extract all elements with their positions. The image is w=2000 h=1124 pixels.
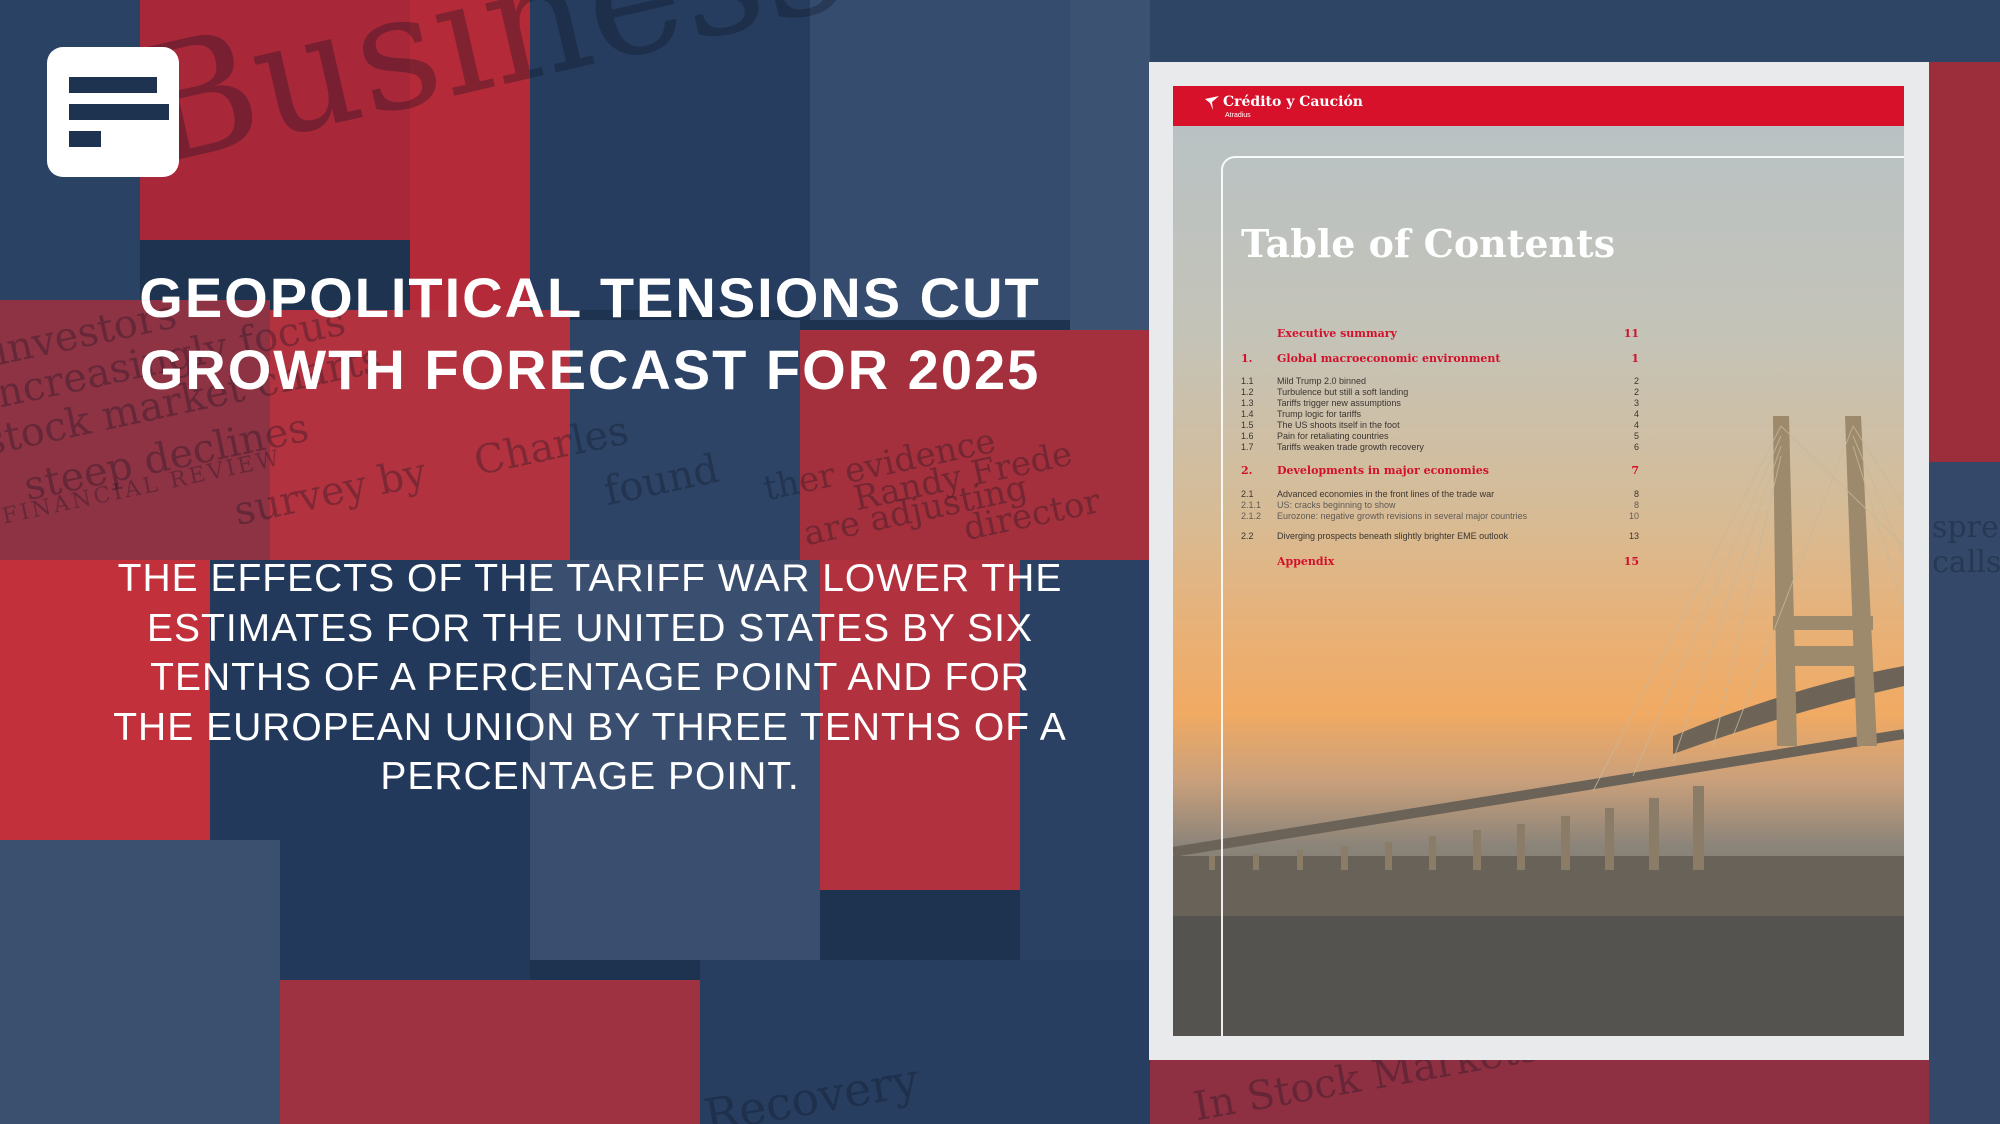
toc-entry[interactable]: 1.6 Pain for retaliating countries 5 xyxy=(1241,431,1639,445)
brand-bird-icon xyxy=(1205,96,1219,110)
bg-tile xyxy=(1929,462,2000,1124)
toc-entry-number: 2. xyxy=(1241,464,1253,477)
bg-tile xyxy=(800,330,1150,560)
toc-entry[interactable]: 1.5 The US shoots itself in the foot 4 xyxy=(1241,420,1639,434)
toc-entry[interactable]: 1.3 Tariffs trigger new assumptions 3 xyxy=(1241,398,1639,412)
bg-text: spread xyxy=(1932,510,2000,545)
toc-entry-page: 2 xyxy=(1633,376,1639,386)
toc-entry-number: 2.2 xyxy=(1241,531,1254,541)
report-cover-preview[interactable]: Crédito y Caución Atradius Table of Cont… xyxy=(1149,62,1929,1060)
report-header-bar: Crédito y Caución Atradius xyxy=(1173,86,1904,126)
toc-entry-number: 1. xyxy=(1241,352,1253,365)
toc-entry-page: 13 xyxy=(1628,531,1639,541)
toc-entry-number: 1.6 xyxy=(1241,431,1254,441)
toc-entry[interactable]: Appendix 15 xyxy=(1241,555,1639,569)
toc-entry-page: 4 xyxy=(1633,420,1639,430)
bg-tile xyxy=(140,0,410,240)
toc-entry-page: 4 xyxy=(1633,409,1639,419)
toc-entry-page: 15 xyxy=(1623,555,1639,568)
toc-entry-label: Turbulence but still a soft landing xyxy=(1277,387,1409,397)
toc-entry-page: 8 xyxy=(1633,489,1639,499)
toc-entry-label: Developments in major economies xyxy=(1277,464,1489,477)
toc-entry-number: 1.7 xyxy=(1241,442,1254,452)
toc-entry-number: 1.1 xyxy=(1241,376,1254,386)
bg-tile xyxy=(1020,560,1150,980)
toc-entry[interactable]: 1.7 Tariffs weaken trade growth recovery 6 xyxy=(1241,442,1639,456)
bg-tile xyxy=(1150,0,2000,62)
bg-tile xyxy=(0,560,210,840)
bg-tile xyxy=(530,0,810,310)
bg-tile xyxy=(530,560,820,960)
report-brand-name: Crédito y Caución xyxy=(1223,94,1363,110)
toc-entry[interactable]: 1.1 Mild Trump 2.0 binned 2 xyxy=(1241,376,1639,390)
bg-tile xyxy=(280,980,700,1124)
toc-entry-label: Advanced economies in the front lines of… xyxy=(1277,489,1495,499)
bridge-illustration xyxy=(1173,416,1904,1036)
toc-entry[interactable]: 2.1 Advanced economies in the front lines… xyxy=(1241,489,1639,503)
toc-entry[interactable]: 2.2 Diverging prospects beneath slightly … xyxy=(1241,531,1639,545)
toc-entry-label: Appendix xyxy=(1277,555,1335,568)
toc-title: Table of Contents xyxy=(1241,221,1616,266)
toc-entry-label: US: cracks beginning to show xyxy=(1277,500,1396,510)
toc-entry-label: Global macroeconomic environment xyxy=(1277,352,1501,365)
bg-tile xyxy=(1929,62,2000,462)
toc-entry-page: 8 xyxy=(1633,500,1639,510)
bg-tile xyxy=(0,300,270,560)
toc-entry[interactable]: 1.4 Trump logic for tariffs 4 xyxy=(1241,409,1639,423)
bg-tile xyxy=(820,560,1020,890)
toc-entry[interactable]: 2.1.2 Eurozone: negative growth revisions… xyxy=(1241,511,1639,525)
toc-entry-label: Pain for retaliating countries xyxy=(1277,431,1389,441)
toc-entry-number: 2.1 xyxy=(1241,489,1254,499)
bg-text: calls xyxy=(1932,545,2000,580)
toc-entry-label: The US shoots itself in the foot xyxy=(1277,420,1400,430)
toc-entry-label: Mild Trump 2.0 binned xyxy=(1277,376,1367,386)
toc-entry-label: Tariffs weaken trade growth recovery xyxy=(1277,442,1424,452)
toc-entry[interactable]: Executive summary 11 xyxy=(1241,327,1639,341)
toc-entry-page: 7 xyxy=(1631,464,1639,477)
toc-entry-page: 1 xyxy=(1631,352,1639,365)
bg-tile xyxy=(810,0,1070,320)
brand-logo[interactable] xyxy=(47,47,179,177)
bg-tile xyxy=(1070,0,1150,380)
toc-frame xyxy=(1221,156,1904,1036)
bg-tile xyxy=(0,840,280,1124)
toc-entry-label: Diverging prospects beneath slightly bri… xyxy=(1277,531,1509,541)
headline: GEOPOLITICAL TENSIONS CUT GROWTH FORECAS… xyxy=(139,266,1041,401)
toc-entry-number: 1.4 xyxy=(1241,409,1254,419)
toc-entry[interactable]: 2. Developments in major economies 7 xyxy=(1241,464,1639,478)
toc-entry-page: 11 xyxy=(1623,327,1639,340)
bg-tile xyxy=(1150,1060,1929,1124)
toc-entry-label: Trump logic for tariffs xyxy=(1277,409,1362,419)
toc-entry-number: 1.3 xyxy=(1241,398,1254,408)
toc-entry-label: Executive summary xyxy=(1277,327,1397,340)
toc-entry-label: Eurozone: negative growth revisions in s… xyxy=(1277,511,1528,521)
toc-entry[interactable]: 1.2 Turbulence but still a soft landing 2 xyxy=(1241,387,1639,401)
toc-entry-page: 2 xyxy=(1633,387,1639,397)
toc-entry[interactable]: 2.1.1 US: cracks beginning to show 8 xyxy=(1241,500,1639,514)
bg-tile xyxy=(270,310,570,560)
toc-entry-number: 1.5 xyxy=(1241,420,1254,430)
toc-entry-number: 2.1.1 xyxy=(1241,500,1262,510)
report-page: Crédito y Caución Atradius Table of Cont… xyxy=(1173,86,1904,1036)
toc-entry[interactable]: 1. Global macroeconomic environment 1 xyxy=(1241,352,1639,366)
toc-entry-number: 1.2 xyxy=(1241,387,1254,397)
subheadline: THE EFFECTS OF THE TARIFF WAR LOWER THE … xyxy=(113,557,1067,798)
toc-entry-page: 5 xyxy=(1633,431,1639,441)
bg-tile xyxy=(700,960,1150,1124)
toc-entry-page: 6 xyxy=(1633,442,1639,452)
toc-entry-label: Tariffs trigger new assumptions xyxy=(1277,398,1401,408)
toc-entry-page: 3 xyxy=(1633,398,1639,408)
bg-tile xyxy=(570,320,800,560)
toc-entry-page: 10 xyxy=(1628,511,1639,521)
bg-tile xyxy=(410,0,530,350)
toc-entry-number: 2.1.2 xyxy=(1241,511,1262,521)
report-brand-subname: Atradius xyxy=(1225,112,1251,119)
